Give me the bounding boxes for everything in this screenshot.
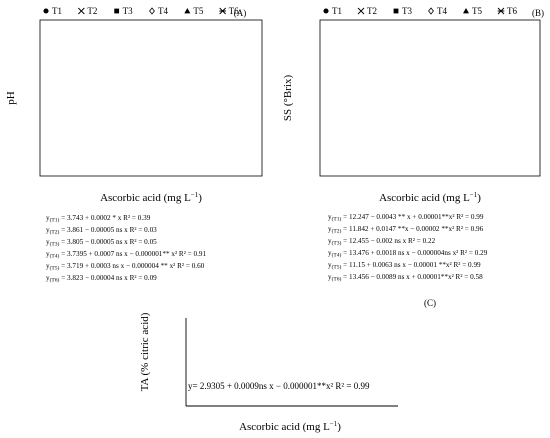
legend-marker-t4 bbox=[428, 7, 434, 15]
legend-marker-t5 bbox=[463, 8, 469, 14]
panel-a-y-axis-label: pH bbox=[5, 91, 17, 105]
legend-marker-t1 bbox=[323, 8, 329, 14]
legend-label-t4: T4 bbox=[158, 6, 168, 16]
legend-marker-t5 bbox=[184, 8, 191, 14]
legend-label-t1: T1 bbox=[52, 6, 62, 16]
legend-label-t2: T2 bbox=[367, 6, 377, 16]
panel-b-legend: T1 T2 T3 T4 T5 T6 bbox=[323, 6, 517, 16]
regression-equation: y(T5) = 11.15 + 0.0063 ns x − 0.00001 **… bbox=[328, 261, 481, 271]
legend-label-t3: T3 bbox=[123, 6, 133, 16]
regression-equation: y(T6) = 13.456 − 0.0089 ns x + 0.00001**… bbox=[328, 273, 483, 283]
legend-marker-t2 bbox=[357, 7, 365, 15]
panel-b-label: (B) bbox=[532, 8, 544, 18]
legend-marker-t2 bbox=[78, 7, 85, 15]
panel-a-legend: T1 T2 T3 T4 T5 T6 bbox=[43, 6, 239, 16]
panel-a-plot-frame bbox=[39, 19, 263, 177]
regression-equation: y(T6) = 3.823 − 0.00004 ns x R² = 0.09 bbox=[46, 274, 157, 284]
regression-equation: y(T2) = 3.861 − 0.00005 ns x R² = 0.03 bbox=[46, 226, 157, 236]
panel-b: (B) T1 T2 T3 T4 T5 T6 SS (°Brix) Ascorbic aci… bbox=[282, 6, 544, 308]
panel-b-x-axis-label: Ascorbic acid (mg L−1) bbox=[379, 191, 481, 204]
panel-a-label: (A) bbox=[234, 8, 247, 18]
panel-b-equations: y(T1) = 12.247 − 0.0043 ** x + 0.00001**… bbox=[328, 213, 488, 283]
panel-c-x-axis-label: Ascorbic acid (mg L−1) bbox=[239, 420, 341, 433]
panel-a: (A) T1 T2 T3 T4 T5 T6 pH Ascorbic acid (mg L−… bbox=[5, 6, 263, 284]
regression-equation: y(T1) = 12.247 − 0.0043 ** x + 0.00001**… bbox=[328, 213, 484, 223]
legend-label-t6: T6 bbox=[507, 6, 517, 16]
legend-marker-t4 bbox=[149, 7, 155, 15]
regression-equation: y(T2) = 11.842 + 0.0147 **x − 0.00002 **… bbox=[328, 225, 484, 235]
legend-label-t1: T1 bbox=[332, 6, 342, 16]
panel-c-equation: y= 2.9305 + 0.0009ns x − 0.000001**x² R²… bbox=[188, 381, 370, 391]
panel-c-axes bbox=[185, 318, 398, 407]
regression-equation: y(T3) = 3.805 − 0.00005 ns x R² = 0.05 bbox=[46, 238, 157, 248]
legend-marker-t3 bbox=[393, 8, 399, 14]
panel-b-plot-frame bbox=[319, 19, 541, 177]
legend-label-t6: T6 bbox=[229, 6, 239, 16]
panel-c: TA (% citric acid) Ascorbic acid (mg L−1… bbox=[139, 312, 398, 433]
panel-a-equations: y(T1) = 3.743 + 0.0002 * x R² = 0.39 y(T2… bbox=[46, 214, 206, 284]
regression-equation: y(T4) = 3.7395 + 0.0007 ns x − 0.000001*… bbox=[46, 250, 206, 260]
legend-marker-t3 bbox=[114, 8, 120, 14]
legend-marker-t6 bbox=[219, 7, 226, 15]
legend-marker-t1 bbox=[43, 8, 49, 14]
panel-c-label: (C) bbox=[424, 298, 436, 308]
legend-label-t5: T5 bbox=[472, 6, 482, 16]
legend-label-t4: T4 bbox=[437, 6, 447, 16]
panel-c-y-axis-label: TA (% citric acid) bbox=[139, 312, 151, 391]
regression-equation: y(T4) = 13.476 + 0.0018 ns x − 0.000004n… bbox=[328, 249, 488, 259]
panel-b-y-axis-label: SS (°Brix) bbox=[282, 75, 294, 122]
panel-a-x-axis-label: Ascorbic acid (mg L−1) bbox=[100, 191, 202, 204]
regression-equation: y(T1) = 3.743 + 0.0002 * x R² = 0.39 bbox=[46, 214, 151, 224]
legend-label-t5: T5 bbox=[193, 6, 203, 16]
legend-label-t3: T3 bbox=[402, 6, 412, 16]
regression-equation: y(T3) = 12.455 − 0.002 ns x R² = 0.22 bbox=[328, 237, 436, 247]
legend-label-t2: T2 bbox=[87, 6, 97, 16]
legend-marker-t6 bbox=[497, 7, 505, 15]
regression-equation: y(T5) = 3.719 + 0.0003 ns x − 0.000004 *… bbox=[46, 262, 205, 272]
